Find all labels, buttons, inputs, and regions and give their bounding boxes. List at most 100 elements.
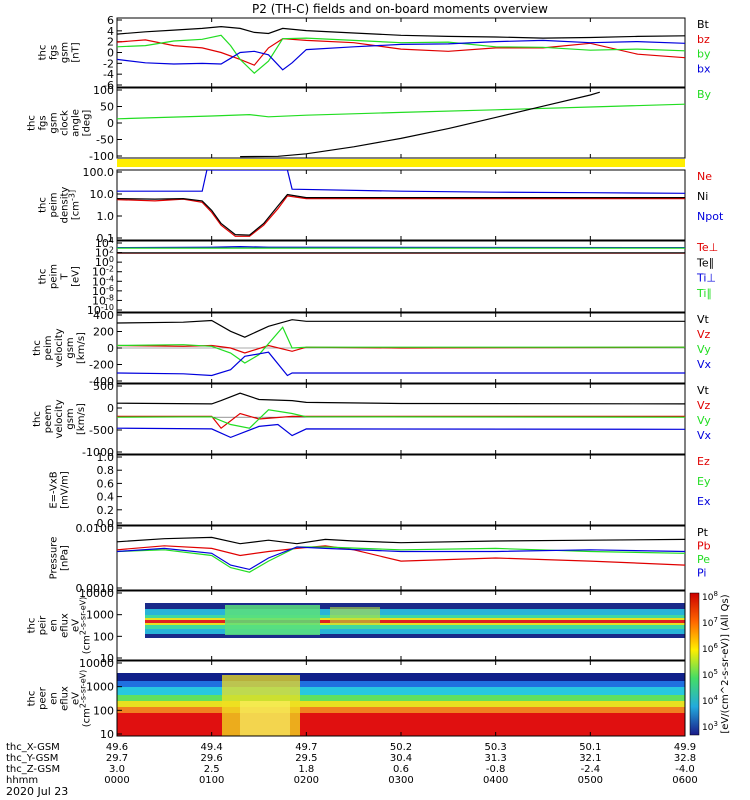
pressure-frame xyxy=(116,525,686,591)
fgs-y-tick-label: -6 xyxy=(103,79,114,92)
pressure-legend-Pb: Pb xyxy=(697,540,711,553)
efield-y-label: [mV/m] xyxy=(60,471,71,509)
vi-series-Vy xyxy=(117,326,685,364)
ve-series-Vy xyxy=(117,409,685,429)
moments-y-tick-label: 10.0 xyxy=(90,188,115,201)
ephemeris-table: thc_X-GSM 49.6 49.4 49.7 50.2 50.3 50.1 49.9 thc… xyxy=(6,742,698,786)
ion_spec-y-tick-label: 100 xyxy=(93,630,114,643)
vi-y-tick-label: -200 xyxy=(89,359,114,372)
ephemeris-value: 29.6 xyxy=(201,753,223,764)
ephemeris-value: 50.3 xyxy=(485,742,507,753)
vi-y-label: velocity xyxy=(54,328,65,367)
efield-y-tick-label: 0.4 xyxy=(97,491,115,504)
fgs-y-tick-label: 2 xyxy=(107,36,114,49)
efield-y-tick-label: 0.6 xyxy=(97,477,115,490)
fgs-legend-bx: bx xyxy=(697,62,711,75)
fgs-series-bz xyxy=(117,38,685,66)
moments-y-label: density xyxy=(60,187,71,224)
ion_spec-y-tick-label: 10 xyxy=(100,652,114,665)
pressure-series-Pt xyxy=(117,536,685,545)
colorbar-tick-label: 105 xyxy=(702,668,718,681)
pressure-y-tick-label: 0.0010 xyxy=(76,582,115,595)
ve-y-label: thc xyxy=(32,411,43,427)
ion_spec-band xyxy=(145,623,685,625)
clock-y-tick-label: 100 xyxy=(93,84,114,97)
elec_spec-y-label: (cm2-s-sr-eV) xyxy=(79,670,93,728)
vi-y-label: gsm xyxy=(65,337,76,358)
elec_spec-y-tick-label: 1000 xyxy=(86,681,114,694)
moments-series-Ne xyxy=(117,195,685,237)
panel-moments: 100.0 10.0 1.0 0.1 thc peim density [cm-3] Ne Ni N… xyxy=(38,166,724,245)
pressure-y-tick-label: 0.0100 xyxy=(76,522,115,535)
ion_spec-band xyxy=(145,615,685,618)
fgs-legend-bz: bz xyxy=(697,33,710,46)
moments-y-label: peim xyxy=(49,192,60,217)
elec_spec-band xyxy=(117,687,685,695)
ve-y-label: velocity xyxy=(54,399,65,438)
figure-title: P2 (TH-C) fields and on-board moments ov… xyxy=(252,2,548,16)
temps-legend-Te∥: Te∥ xyxy=(696,256,714,269)
fgs-series-group xyxy=(117,25,685,75)
ve-y-label: [km/s] xyxy=(76,403,87,435)
clock-y-tick-label: -50 xyxy=(96,134,114,147)
ephemeris-value: 29.7 xyxy=(106,753,128,764)
ve-legend-Vy: Vy xyxy=(697,414,711,427)
elec_spec-heatmap xyxy=(117,673,685,736)
ephemeris-value: -2.4 xyxy=(581,764,601,775)
temps-y-label: peim xyxy=(49,264,60,289)
ephemeris-value: 0400 xyxy=(483,775,508,786)
fgs-y-tick-label: 0 xyxy=(107,47,114,60)
ephemeris-value: 0300 xyxy=(388,775,413,786)
ephemeris-value: 49.7 xyxy=(295,742,317,753)
temps-series-Ti⊥ xyxy=(117,245,685,249)
temps-y-label: T xyxy=(60,273,71,281)
elec_spec-y-tick-label: 100 xyxy=(93,704,114,717)
ephemeris-value: 0500 xyxy=(578,775,603,786)
pressure-series-group xyxy=(117,536,685,573)
elec_spec-band xyxy=(117,673,685,681)
colorbar-tick-label: 108 xyxy=(702,590,718,603)
ion_spec-y-label: thc xyxy=(27,618,38,634)
ephemeris-row-label: thc_Z-GSM xyxy=(6,764,60,775)
temps-y-tick-label: 104 xyxy=(95,236,114,250)
fgs-y-label: fgs xyxy=(49,45,60,60)
clock-y-tick-label: 0 xyxy=(107,117,114,130)
ve-y-label: peem xyxy=(43,405,54,433)
panel-elec_spec: 10000 1000 100 10 thc peer en eflux eV(cm2-s-sr-… xyxy=(27,657,686,741)
ephemeris-row-label: thc_Y-GSM xyxy=(6,753,58,764)
pressure-series-Pe xyxy=(117,546,685,573)
clock-y-label: clock xyxy=(60,110,71,136)
panel-efield: 1.00.80.60.40.20.0 E=-VxB [mV/m] Ez Ey Ex xyxy=(49,451,711,530)
efield-legend-Ex: Ex xyxy=(697,495,711,508)
fgs-y-label: gsm xyxy=(60,42,71,63)
clock-y-label: fgs xyxy=(38,115,49,130)
ion_spec-heatmap xyxy=(145,603,685,638)
moments-legend-Ni: Ni xyxy=(697,190,708,203)
moments-series-Npot xyxy=(117,170,685,194)
ve-series-group xyxy=(117,392,685,439)
moments-y-tick-label: 1.0 xyxy=(97,210,115,223)
colorbar-tick-label: 104 xyxy=(702,694,718,707)
moments-y-label: thc xyxy=(38,197,49,213)
ephemeris-value: -4.0 xyxy=(675,764,695,775)
colorbar-label: [eV/(cm^2-s-sr-eV)] (All Qs) xyxy=(720,594,731,733)
efield-y-tick-label: 0.0 xyxy=(97,517,115,530)
fgs-y-tick-label: 4 xyxy=(107,25,114,38)
clock-series-trace-1 xyxy=(240,91,600,158)
ephemeris-value: 32.1 xyxy=(579,753,601,764)
vi-series-group xyxy=(117,319,685,377)
pressure-y-label: Pressure xyxy=(49,537,60,580)
ephemeris-value: 1.8 xyxy=(298,764,314,775)
fgs-y-tick-label: -2 xyxy=(103,57,114,70)
ephemeris-row-label: hhmm xyxy=(6,775,38,786)
ephemeris-value: 29.5 xyxy=(295,753,317,764)
temps-series-group xyxy=(117,245,685,254)
ve-legend-Vz: Vz xyxy=(697,399,711,412)
colorbar-tick-label: 107 xyxy=(702,616,718,629)
fgs-y-label: thc xyxy=(38,45,49,61)
ion_spec-band xyxy=(145,603,685,609)
ve-y-tick-label: -500 xyxy=(89,424,114,437)
ephemeris-value: 0.6 xyxy=(393,764,409,775)
fgs-legend-by: by xyxy=(697,48,711,61)
vi-y-tick-label: -400 xyxy=(89,375,114,388)
